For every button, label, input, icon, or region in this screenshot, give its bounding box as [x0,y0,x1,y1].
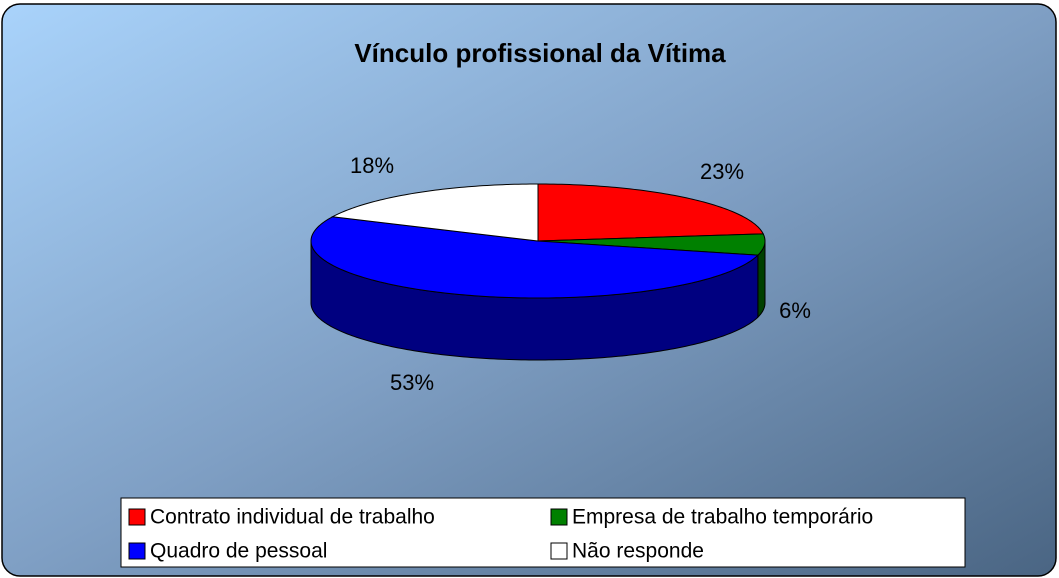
legend-label: Não responde [572,540,704,563]
legend-swatch [128,542,146,560]
legend-label: Empresa de trabalho temporário [572,506,873,529]
chart-title: Vínculo profissional da Vítima [354,38,726,68]
legend-label: Quadro de pessoal [150,540,327,563]
data-label: 18% [350,153,394,178]
legend-swatch [550,542,568,560]
pie-slice [330,183,539,242]
legend [120,497,966,568]
data-label: 6% [779,298,811,323]
legend-swatch [550,508,568,526]
pie-slice [537,233,766,256]
pie-slice [310,216,760,299]
pie-slice [537,183,765,242]
legend-swatch [128,508,146,526]
legend-label: Contrato individual de trabalho [150,506,435,529]
data-label: 53% [390,370,434,395]
data-label: 23% [700,159,744,184]
